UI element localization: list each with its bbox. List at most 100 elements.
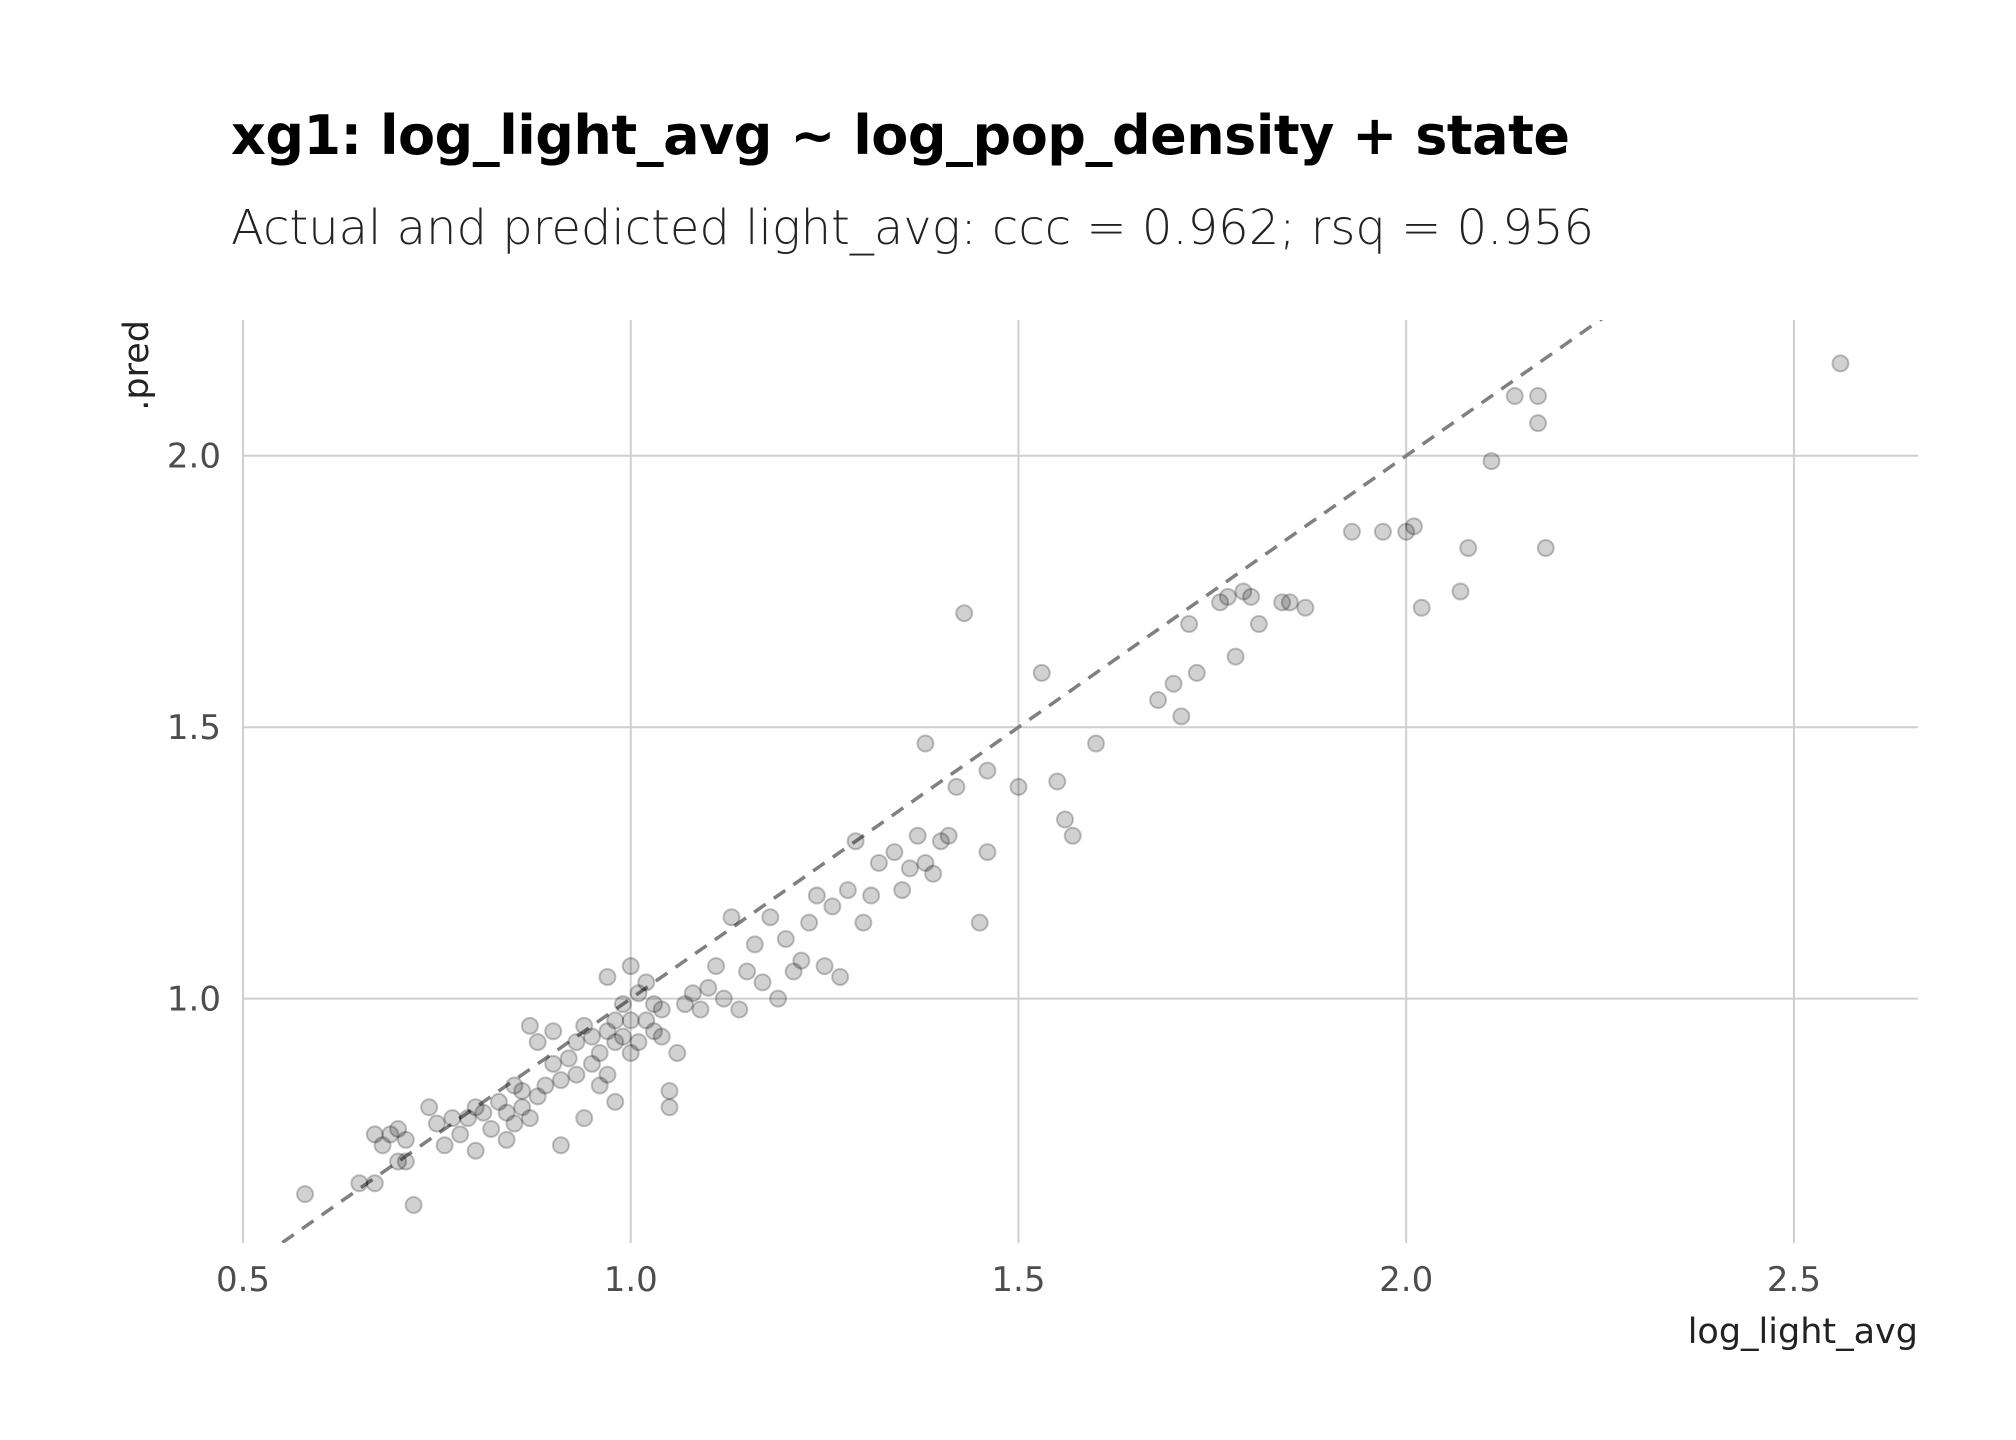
data-point — [575, 1016, 594, 1035]
data-point — [900, 859, 919, 878]
data-point — [567, 1065, 586, 1084]
data-point — [955, 604, 974, 623]
data-point — [660, 1098, 679, 1117]
data-point — [528, 1087, 547, 1106]
data-point — [544, 1022, 563, 1041]
data-point — [1164, 674, 1183, 693]
data-point — [730, 1000, 749, 1019]
data-point — [893, 881, 912, 900]
data-point — [1242, 587, 1261, 606]
data-point — [575, 1109, 594, 1128]
data-point — [869, 853, 888, 872]
data-point — [823, 897, 842, 916]
data-point — [613, 995, 632, 1014]
reference-line — [278, 320, 1604, 1243]
data-point — [1211, 593, 1230, 612]
data-point — [1063, 826, 1082, 845]
data-point — [474, 1103, 493, 1122]
data-point — [1296, 598, 1315, 617]
data-point — [1280, 593, 1299, 612]
data-point — [458, 1109, 477, 1128]
data-point — [451, 1125, 470, 1144]
data-point — [427, 1114, 446, 1133]
data-point — [1529, 387, 1548, 406]
data-point — [1249, 615, 1268, 634]
data-point — [745, 935, 764, 954]
data-point — [637, 973, 656, 992]
data-point — [1273, 593, 1292, 612]
data-point — [582, 1027, 601, 1046]
data-point — [885, 843, 904, 862]
data-point — [668, 1043, 687, 1062]
data-point — [582, 1054, 601, 1073]
data-point — [606, 1033, 625, 1052]
data-point — [769, 989, 788, 1008]
data-point — [1180, 615, 1199, 634]
data-point — [606, 1011, 625, 1030]
data-point — [489, 1092, 508, 1111]
data-point — [1505, 387, 1524, 406]
data-point — [676, 995, 695, 1014]
data-point — [1149, 691, 1168, 710]
data-point — [1055, 810, 1074, 829]
data-point — [1032, 663, 1051, 682]
data-point — [598, 1022, 617, 1041]
data-point — [466, 1098, 485, 1117]
data-point — [947, 777, 966, 796]
y-tick-label: 2.0 — [167, 437, 221, 477]
data-point — [1404, 517, 1423, 536]
data-point — [644, 995, 663, 1014]
data-point — [381, 1125, 400, 1144]
data-point — [931, 832, 950, 851]
data-point — [629, 984, 648, 1003]
data-point — [350, 1174, 369, 1193]
data-point — [396, 1130, 415, 1149]
data-point — [396, 1152, 415, 1171]
data-point — [598, 967, 617, 986]
data-point — [753, 973, 772, 992]
data-point — [505, 1114, 524, 1133]
data-point — [831, 967, 850, 986]
data-point — [435, 1136, 454, 1155]
data-point — [1172, 707, 1191, 726]
data-point — [1397, 522, 1416, 541]
data-point — [373, 1136, 392, 1155]
data-point — [513, 1098, 532, 1117]
data-point — [389, 1119, 408, 1138]
data-point — [978, 761, 997, 780]
data-point — [389, 1152, 408, 1171]
data-point — [722, 908, 741, 927]
data-point — [916, 734, 935, 753]
data-point — [1087, 734, 1106, 753]
chart-subtitle: Actual and predicted light_avg: ccc = 0.… — [231, 200, 1595, 256]
data-point — [1451, 582, 1470, 601]
data-point — [978, 843, 997, 862]
data-point — [590, 1043, 609, 1062]
data-point — [1412, 598, 1431, 617]
y-tick-label: 1.0 — [167, 980, 221, 1020]
data-point — [296, 1185, 315, 1204]
data-point — [1234, 582, 1253, 601]
data-point — [761, 908, 780, 927]
data-point — [776, 929, 795, 948]
x-tick-label: 0.5 — [216, 1260, 270, 1300]
data-point — [621, 957, 640, 976]
data-point — [482, 1119, 501, 1138]
data-point — [567, 1033, 586, 1052]
data-point — [598, 1065, 617, 1084]
data-point — [815, 957, 834, 976]
data-point — [1218, 587, 1237, 606]
data-point — [497, 1130, 516, 1149]
data-point — [365, 1174, 384, 1193]
data-point — [916, 853, 935, 872]
data-point — [707, 957, 726, 976]
data-point — [924, 864, 943, 883]
data-point — [652, 1000, 671, 1019]
data-point — [551, 1071, 570, 1090]
data-point — [1482, 452, 1501, 471]
data-point — [714, 989, 733, 1008]
data-point — [1536, 539, 1555, 558]
x-tick-label: 1.5 — [991, 1260, 1045, 1300]
x-tick-label: 2.0 — [1379, 1260, 1433, 1300]
data-point — [551, 1136, 570, 1155]
